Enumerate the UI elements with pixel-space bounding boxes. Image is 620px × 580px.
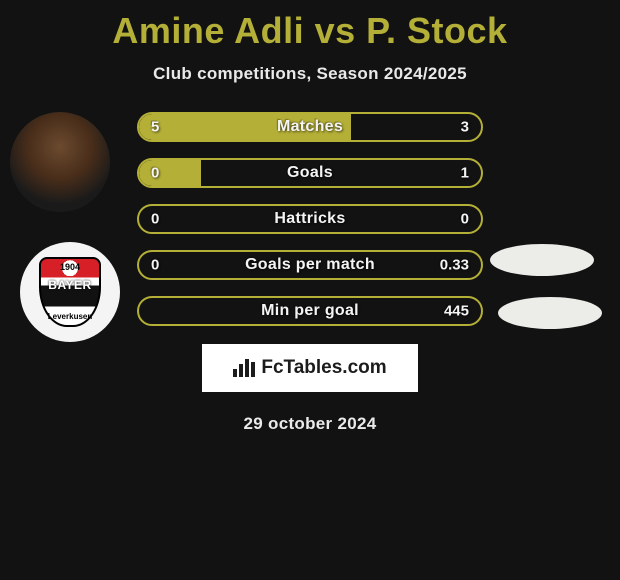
stat-value-left: 0 (151, 165, 159, 182)
stat-row: 0 Goals 1 (137, 158, 483, 188)
opponent-badge-1 (490, 244, 594, 276)
stat-value-right: 445 (444, 303, 469, 320)
stat-row: Min per goal 445 (137, 296, 483, 326)
stat-value-right: 1 (461, 165, 469, 182)
stat-value-right: 0.33 (440, 257, 469, 274)
stat-value-right: 3 (461, 119, 469, 136)
stat-label: Min per goal (261, 302, 359, 320)
stat-label: Goals (287, 164, 333, 182)
stat-value-left: 0 (151, 257, 159, 274)
stat-value-left: 0 (151, 211, 159, 228)
stat-label: Hattricks (274, 210, 345, 228)
stat-row: 5 Matches 3 (137, 112, 483, 142)
fctables-logo[interactable]: FcTables.com (202, 344, 418, 392)
content-area: BAYER 5Matches30Goals10Hattricks00Goals … (0, 112, 620, 326)
player-avatar (10, 112, 110, 212)
subtitle: Club competitions, Season 2024/2025 (0, 64, 620, 84)
stat-row: 0 Goals per match 0.33 (137, 250, 483, 280)
stat-value-right: 0 (461, 211, 469, 228)
page-title: Amine Adli vs P. Stock (0, 0, 620, 52)
stat-label: Goals per match (245, 256, 375, 274)
club-badge-leverkusen: BAYER (20, 242, 120, 342)
stat-value-left: 5 (151, 119, 159, 136)
date-line: 29 october 2024 (0, 414, 620, 434)
chart-icon (233, 359, 255, 377)
opponent-badge-2 (498, 297, 602, 329)
stat-label: Matches (277, 118, 343, 136)
stat-row: 0 Hattricks 0 (137, 204, 483, 234)
stat-fill-left (139, 160, 201, 186)
logo-text: FcTables.com (261, 357, 386, 379)
